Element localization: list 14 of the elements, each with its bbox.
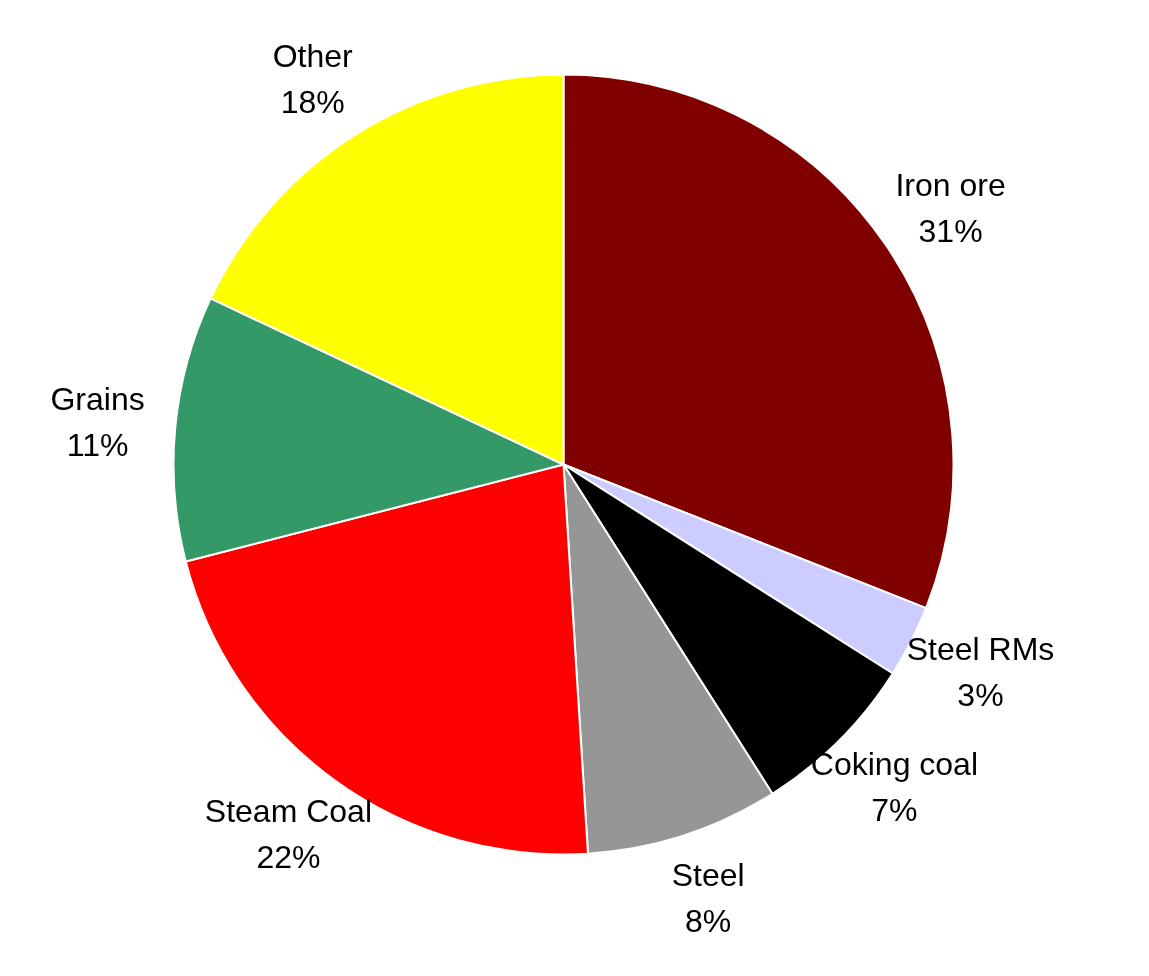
data-label: 11% (66, 426, 129, 463)
slice-label: Grains (50, 380, 145, 417)
slice-label: Other (272, 38, 354, 75)
slice-label: Iron ore (895, 167, 1006, 204)
slice-label: Steel (671, 857, 745, 894)
data-label: 7% (871, 792, 918, 829)
data-label: 8% (684, 903, 732, 940)
slice-label: Coking coal (810, 746, 979, 783)
data-label: 22% (256, 838, 321, 875)
data-label: 18% (280, 84, 345, 121)
slice-label: Steam Coal (204, 792, 373, 829)
slice-label: Steel RMs (906, 630, 1055, 667)
data-label: 3% (957, 676, 1004, 713)
data-label: 31% (918, 213, 983, 250)
